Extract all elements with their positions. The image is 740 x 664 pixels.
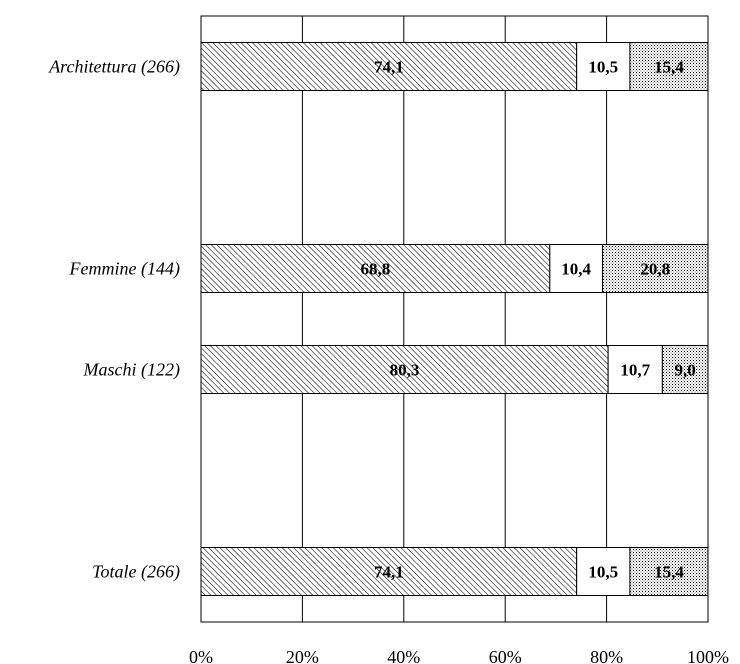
value-label: 15,4 [654,563,684,582]
x-tick-label: 80% [590,647,623,664]
grid-lines [301,16,608,622]
value-label: 15,4 [654,58,684,77]
category-label: Architettura (266) [48,57,180,78]
value-label: 10,7 [620,361,650,380]
value-label: 10,5 [588,563,618,582]
bar-segment [576,42,631,91]
x-tick-label: 20% [286,647,319,664]
value-label: 68,8 [361,260,391,279]
bar-segment [661,345,709,394]
x-tick-label: 100% [687,647,729,664]
value-label: 10,5 [588,58,618,77]
category-label: Totale (266) [92,562,180,583]
labels: 0% 20% 40% 60% 80% 100% Architettura (266) 74,1… [48,57,729,664]
value-label: 9,0 [675,361,696,380]
bars [200,42,709,596]
bar-segment [576,547,631,596]
bar-segment [200,547,578,596]
bar-segment [629,547,709,596]
bar-segment [602,244,709,293]
x-tick-label: 40% [387,647,420,664]
bar-segment [629,42,709,91]
value-label: 74,1 [374,58,404,77]
bar-segment [200,42,578,91]
x-tick-label: 0% [189,647,213,664]
value-label: 10,4 [561,260,591,279]
category-label: Femmine (144) [69,259,180,280]
value-label: 74,1 [374,563,404,582]
value-label: 80,3 [390,361,420,380]
category-label: Maschi (122) [83,360,180,381]
plot-frame [200,15,709,623]
value-label: 20,8 [640,260,670,279]
x-tick-label: 60% [489,647,522,664]
